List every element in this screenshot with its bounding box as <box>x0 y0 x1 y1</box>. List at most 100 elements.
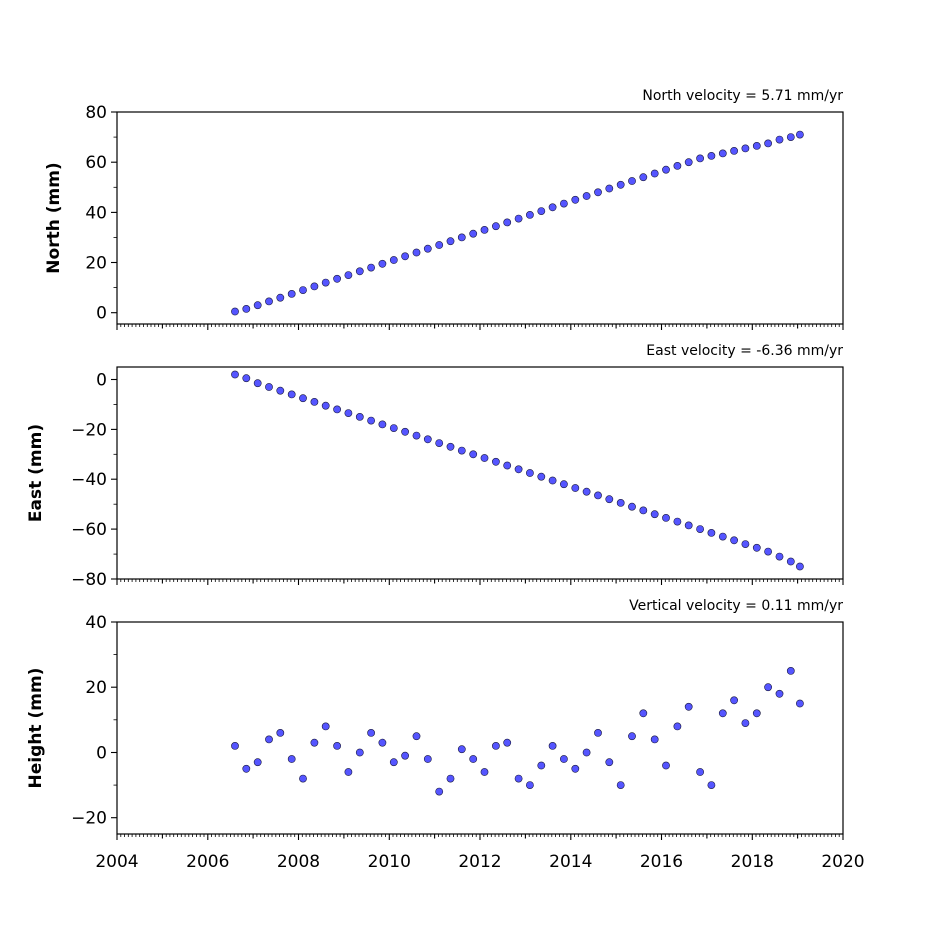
height-y-tick-label: 20 <box>85 678 107 698</box>
north-data-point <box>582 192 591 200</box>
east-data-point <box>435 439 444 447</box>
north-data-point <box>741 144 750 153</box>
north-data-point <box>548 203 557 212</box>
height-data-point <box>707 781 716 789</box>
east-y-tick-label: −80 <box>71 570 107 590</box>
height-data-point <box>321 722 330 731</box>
height-ylabel: Height (mm) <box>26 668 46 789</box>
north-data-point <box>616 180 625 189</box>
height-points <box>231 667 804 796</box>
height-data-point <box>548 742 557 750</box>
height-data-point <box>389 758 398 767</box>
height-y-tick-label: 0 <box>96 744 107 764</box>
north-data-point <box>321 278 330 287</box>
north-data-point <box>344 271 353 279</box>
east-data-point <box>265 383 273 391</box>
north-data-point <box>764 139 772 148</box>
north-data-point <box>526 210 534 219</box>
east-data-point <box>696 525 704 533</box>
north-data-point <box>412 248 421 257</box>
height-data-point <box>628 732 636 741</box>
north-panel: 0 20 40 60 80 North velocity = 5.71 mm/yr No… <box>44 88 844 330</box>
east-y-tick-label: 0 <box>96 371 107 391</box>
north-data-point <box>401 252 409 261</box>
east-data-point <box>594 491 602 500</box>
height-data-point <box>560 755 568 763</box>
east-data-point <box>764 547 772 556</box>
east-data-point <box>242 374 251 383</box>
north-data-point <box>775 135 784 144</box>
north-data-point <box>299 286 307 294</box>
north-data-point <box>378 259 387 268</box>
height-data-point <box>310 738 319 747</box>
height-x-tick-label: 2004 <box>95 852 138 872</box>
height-data-point <box>446 774 455 783</box>
north-data-point <box>786 133 795 141</box>
north-data-point <box>696 154 704 163</box>
north-data-point <box>446 237 455 246</box>
height-data-point <box>696 768 704 776</box>
height-x-tick-label: 2018 <box>731 852 774 872</box>
north-data-point <box>265 297 273 306</box>
east-ylabel: East (mm) <box>26 424 46 522</box>
east-data-point <box>321 401 330 410</box>
height-data-point <box>367 729 375 737</box>
east-data-point <box>752 543 761 552</box>
height-y-tick-label: −20 <box>71 809 107 829</box>
height-x-tick-label: 2014 <box>549 852 592 872</box>
north-data-point <box>491 222 500 231</box>
north-data-point <box>571 195 580 204</box>
height-data-point <box>571 764 580 773</box>
height-data-point <box>265 735 273 744</box>
height-x-tick-label: 2008 <box>277 852 320 872</box>
height-panel: −20 0 20 40 2004 2006 2008 2010 2012 2014 2016 2018… <box>26 598 865 872</box>
north-data-point <box>231 307 239 316</box>
east-data-point <box>253 379 262 388</box>
east-data-point <box>344 409 353 417</box>
height-data-point <box>253 758 262 767</box>
east-data-point <box>775 552 784 561</box>
height-data-point <box>299 774 307 783</box>
height-data-point <box>752 709 761 718</box>
north-data-point <box>730 146 738 155</box>
north-data-point <box>355 267 364 276</box>
north-ticks: 0 20 40 60 80 <box>85 103 844 330</box>
north-data-point <box>276 293 285 302</box>
east-y-tick-label: −20 <box>71 420 107 440</box>
height-data-point <box>684 702 693 711</box>
east-data-point <box>378 420 387 429</box>
east-data-point <box>310 397 319 406</box>
north-data-point <box>707 151 716 160</box>
north-data-point <box>662 165 670 174</box>
height-data-point <box>662 761 670 770</box>
east-data-point <box>730 536 738 545</box>
height-x-tick-label: 2012 <box>458 852 501 872</box>
height-data-point <box>514 774 523 783</box>
height-data-point <box>333 742 341 750</box>
height-data-point <box>412 732 421 741</box>
height-x-tick-label: 2016 <box>640 852 683 872</box>
east-data-point <box>526 469 534 477</box>
east-data-point <box>673 517 682 526</box>
east-data-point <box>605 495 614 504</box>
north-y-tick-label: 20 <box>85 254 107 274</box>
height-data-point <box>616 781 625 789</box>
east-y-tick-label: −40 <box>71 470 107 490</box>
east-data-point <box>582 487 591 496</box>
height-data-point <box>435 787 444 796</box>
north-data-point <box>469 229 478 238</box>
north-data-point <box>605 184 614 193</box>
height-data-point <box>526 781 534 789</box>
height-velocity-title: Vertical velocity = 0.11 mm/yr <box>629 598 843 614</box>
height-data-point <box>423 755 432 763</box>
east-data-point <box>389 424 398 432</box>
east-data-point <box>423 435 432 444</box>
north-data-point <box>253 301 262 310</box>
north-data-point <box>514 214 523 223</box>
north-data-point <box>673 161 682 170</box>
height-data-point <box>491 742 500 750</box>
height-data-point <box>775 689 784 698</box>
east-data-point <box>367 416 375 425</box>
